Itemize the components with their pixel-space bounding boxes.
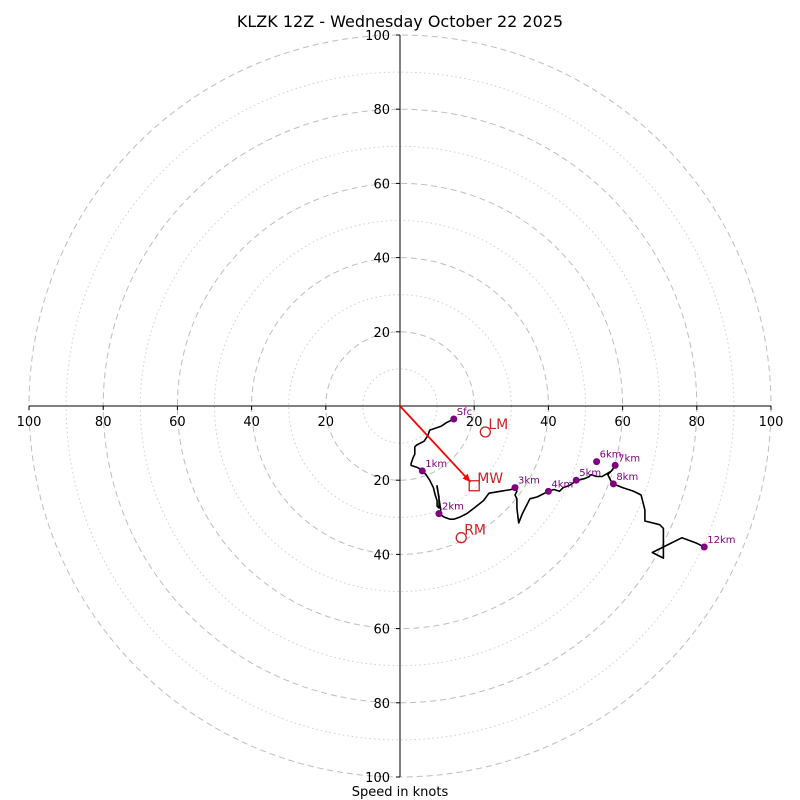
y-tick-label: 100	[365, 29, 390, 44]
height-marker-2km	[435, 510, 443, 518]
height-marker-label-2km: 2km	[442, 502, 464, 513]
y-tick-label: 20	[373, 474, 390, 489]
chart-title: KLZK 12Z - Wednesday October 22 2025	[237, 12, 563, 31]
height-marker-4km	[544, 487, 552, 495]
height-marker-label-5km: 5km	[579, 468, 601, 479]
height-marker-label-3km: 3km	[518, 476, 540, 487]
mean-wind-vector-layer	[399, 405, 472, 483]
x-tick-label: 60	[169, 415, 186, 430]
y-tick-label: 80	[373, 103, 390, 118]
height-marker-label-1km: 1km	[425, 459, 447, 470]
x-axis-label: Speed in knots	[352, 785, 449, 800]
x-tick-label: 100	[17, 415, 42, 430]
height-marker-1km	[418, 467, 426, 475]
storm-motion-marker-rm	[455, 532, 467, 544]
height-marker-label-4km: 4km	[551, 479, 573, 490]
storm-motion-layer: LM MW RM	[455, 417, 508, 544]
x-tick-label: 40	[540, 415, 557, 430]
storm-motion-label-rm: RM	[464, 523, 486, 539]
height-marker-label-6km: 6km	[600, 450, 622, 461]
y-ticks: 100 80 60 40 20 20 40 60 80 100	[365, 29, 400, 786]
height-marker-label-8km: 8km	[616, 472, 638, 483]
height-marker-5km	[572, 476, 580, 484]
height-marker-12km	[700, 543, 708, 551]
y-tick-label: 60	[373, 177, 390, 192]
height-marker-sfc	[450, 415, 458, 423]
height-marker-8km	[609, 480, 617, 488]
y-tick-label: 40	[373, 252, 390, 267]
height-marker-7km	[611, 461, 619, 469]
height-marker-label-12km: 12km	[707, 535, 735, 546]
mean-wind-vector	[399, 405, 472, 483]
storm-motion-label-mw: MW	[477, 471, 503, 487]
height-marker-label-sfc: Sfc	[457, 407, 472, 418]
x-tick-label: 40	[243, 415, 260, 430]
y-tick-label: 20	[373, 326, 390, 341]
storm-motion-marker-lm	[479, 426, 491, 438]
mean-wind-vector-arrowhead	[462, 473, 471, 483]
height-marker-6km	[593, 458, 601, 466]
storm-motion-label-lm: LM	[488, 417, 508, 433]
x-tick-label: 80	[95, 415, 112, 430]
y-tick-label: 40	[373, 548, 390, 563]
height-marker-label-7km: 7km	[618, 453, 640, 464]
x-tick-label: 20	[466, 415, 483, 430]
y-tick-label: 100	[365, 771, 390, 786]
y-tick-label: 60	[373, 623, 390, 638]
y-tick-label: 80	[373, 697, 390, 712]
height-marker-3km	[511, 484, 519, 492]
x-ticks: 100 80 60 40 20 20 40 60 80 100	[17, 406, 784, 430]
x-tick-label: 80	[689, 415, 706, 430]
storm-motion-marker-mw	[468, 480, 480, 492]
x-tick-label: 100	[759, 415, 784, 430]
x-tick-label: 60	[614, 415, 631, 430]
x-tick-label: 20	[318, 415, 335, 430]
